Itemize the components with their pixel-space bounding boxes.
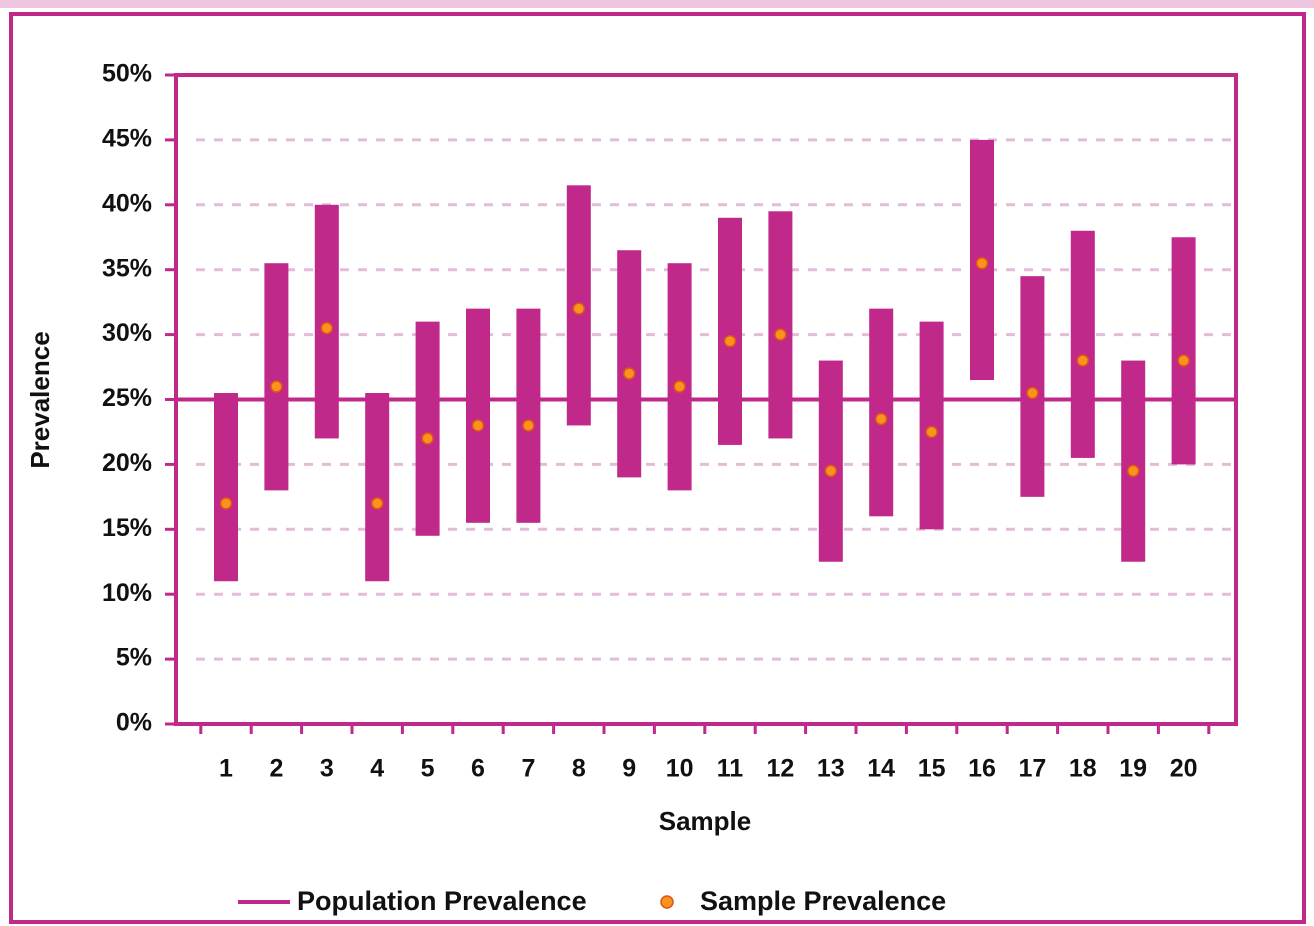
y-tick-label: 5% <box>116 644 152 672</box>
x-tick-label: 14 <box>867 755 895 783</box>
sample-point <box>471 419 485 432</box>
sample-point <box>522 419 535 432</box>
sample-point <box>421 432 434 445</box>
x-tick-label: 4 <box>370 755 384 783</box>
interval-bar <box>1070 230 1095 458</box>
interval-bar <box>617 250 642 478</box>
x-tick-label: 13 <box>817 755 845 783</box>
y-tick-label: 30% <box>102 319 152 347</box>
x-tick-label: 17 <box>1018 755 1046 783</box>
legend-marker <box>660 895 674 909</box>
y-tick-label: 15% <box>102 514 152 542</box>
y-tick-label: 40% <box>102 189 152 217</box>
x-tick-label: 7 <box>521 755 535 783</box>
x-tick-label: 1 <box>219 755 233 783</box>
sample-point <box>1076 354 1090 367</box>
x-tick-label: 18 <box>1069 755 1097 783</box>
x-tick-label: 3 <box>320 755 334 783</box>
x-axis-title: Sample <box>659 806 752 836</box>
interval-bar <box>919 321 944 530</box>
sample-point <box>1026 386 1039 400</box>
sample-point <box>370 497 384 510</box>
x-tick-label: 2 <box>269 755 283 783</box>
interval-bar <box>1171 237 1196 465</box>
x-tick-label: 15 <box>918 755 946 783</box>
x-tick-label: 16 <box>968 755 996 783</box>
sample-point <box>975 256 989 270</box>
y-axis-title: Prevalence <box>25 331 55 468</box>
x-tick-label: 8 <box>572 755 586 783</box>
interval-bar <box>768 211 793 439</box>
sample-point <box>219 497 233 510</box>
interval-bar <box>365 393 390 582</box>
sample-point <box>1126 464 1140 478</box>
x-tick-label: 10 <box>666 755 694 783</box>
y-tick-label: 35% <box>102 254 152 282</box>
legend-label: Population Prevalence <box>297 886 587 916</box>
y-tick-label: 25% <box>102 384 152 412</box>
x-tick-label: 6 <box>471 755 485 783</box>
interval-bar <box>869 308 894 517</box>
y-tick-label: 50% <box>102 60 152 88</box>
y-tick-label: 0% <box>116 709 152 737</box>
x-tick-label: 19 <box>1119 755 1147 783</box>
interval-bar <box>718 217 742 445</box>
sample-point <box>874 412 888 426</box>
interval-bar <box>1020 276 1045 497</box>
interval-bar <box>466 308 490 523</box>
x-tick-label: 9 <box>622 755 636 783</box>
legend-label: Sample Prevalence <box>700 886 946 916</box>
interval-bar <box>214 393 238 582</box>
interval-bar <box>314 204 339 439</box>
sample-point <box>774 328 787 341</box>
sample-point <box>270 380 283 393</box>
sample-point <box>925 425 938 439</box>
sample-point <box>622 367 636 380</box>
interval-bar <box>667 263 692 491</box>
interval-bar <box>1121 360 1146 562</box>
y-tick-label: 10% <box>102 579 152 607</box>
x-tick-label: 20 <box>1170 755 1198 783</box>
x-tick-label: 11 <box>717 755 744 783</box>
sample-point <box>572 302 586 315</box>
x-tick-label: 12 <box>766 755 794 783</box>
interval-bar <box>264 263 289 491</box>
sample-point <box>824 464 838 478</box>
top-strip <box>0 0 1314 8</box>
frame <box>9 12 1306 924</box>
sample-point <box>673 380 686 393</box>
sample-point <box>1177 354 1190 367</box>
y-tick-label: 45% <box>102 125 152 153</box>
x-tick-label: 5 <box>421 755 435 783</box>
interval-bar <box>516 308 541 523</box>
y-tick-label: 20% <box>102 449 152 477</box>
sample-point <box>723 334 737 348</box>
interval-bar <box>818 360 843 562</box>
sample-point <box>320 321 334 335</box>
interval-bar <box>415 321 440 536</box>
